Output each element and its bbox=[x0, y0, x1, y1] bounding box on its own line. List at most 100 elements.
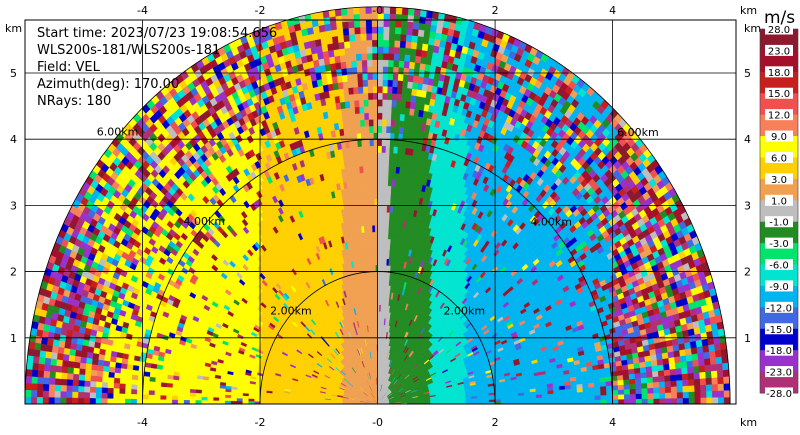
velocity-cell bbox=[710, 363, 718, 372]
velocity-cell bbox=[617, 389, 625, 395]
velocity-cell bbox=[646, 371, 653, 378]
velocity-cell bbox=[606, 389, 613, 396]
velocity-cell bbox=[653, 398, 660, 405]
velocity-cell bbox=[529, 397, 537, 402]
velocity-cell bbox=[419, 62, 426, 71]
velocity-cell bbox=[588, 382, 595, 388]
velocity-cell bbox=[640, 371, 648, 379]
velocity-cell bbox=[419, 9, 427, 18]
velocity-cell bbox=[706, 390, 713, 398]
velocity-cell bbox=[675, 367, 683, 375]
velocity-cell bbox=[716, 362, 724, 371]
velocity-cell bbox=[656, 358, 664, 366]
velocity-cell bbox=[680, 360, 688, 369]
velocity-cell bbox=[635, 382, 642, 390]
velocity-cell bbox=[426, 44, 434, 53]
velocity-cell bbox=[576, 395, 584, 401]
velocity-cell bbox=[700, 384, 707, 392]
velocity-cell bbox=[594, 390, 601, 396]
velocity-cell bbox=[709, 356, 717, 365]
velocity-cell bbox=[711, 383, 719, 392]
velocity-cell bbox=[629, 383, 637, 390]
velocity-cell bbox=[623, 378, 630, 385]
velocity-cell bbox=[694, 391, 701, 399]
velocity-cell bbox=[658, 386, 666, 394]
velocity-cell bbox=[724, 396, 731, 405]
velocity-cell bbox=[684, 347, 693, 356]
velocity-cell bbox=[618, 394, 625, 400]
velocity-cell bbox=[664, 380, 672, 388]
velocity-cell bbox=[699, 371, 707, 379]
velocity-cell bbox=[612, 399, 619, 405]
velocity-cell bbox=[541, 393, 549, 398]
velocity-cell bbox=[723, 389, 731, 398]
velocity-cell bbox=[512, 398, 519, 402]
velocity-cell bbox=[426, 50, 433, 59]
velocity-cell bbox=[415, 48, 422, 57]
velocity-cell bbox=[588, 399, 596, 405]
velocity-cell bbox=[700, 397, 707, 405]
velocity-cell bbox=[629, 388, 637, 395]
velocity-cell bbox=[547, 393, 554, 398]
velocity-cell bbox=[671, 397, 678, 405]
velocity-cell bbox=[664, 386, 672, 393]
velocity-cell bbox=[640, 377, 648, 384]
velocity-cell bbox=[712, 390, 719, 398]
velocity-cell bbox=[682, 385, 690, 393]
velocity-cell bbox=[524, 397, 531, 402]
velocity-cell bbox=[571, 399, 578, 405]
velocity-cell bbox=[713, 342, 722, 351]
velocity-cell bbox=[677, 397, 684, 405]
velocity-cell bbox=[416, 35, 424, 44]
velocity-cell bbox=[559, 392, 566, 398]
velocity-cell bbox=[681, 373, 689, 381]
velocity-cell bbox=[414, 55, 422, 64]
velocity-cell bbox=[699, 377, 707, 386]
velocity-cell bbox=[694, 397, 701, 405]
velocity-cell bbox=[429, 24, 437, 33]
velocity-cell bbox=[679, 354, 687, 363]
velocity-cell bbox=[658, 381, 666, 388]
velocity-cell bbox=[693, 378, 701, 386]
velocity-cell bbox=[564, 384, 572, 390]
velocity-cell bbox=[669, 374, 677, 382]
velocity-cell bbox=[665, 397, 672, 405]
velocity-cell bbox=[692, 359, 700, 367]
velocity-cell bbox=[524, 394, 531, 399]
velocity-cell bbox=[641, 387, 648, 394]
velocity-cell bbox=[702, 344, 710, 353]
velocity-cell bbox=[692, 365, 700, 374]
velocity-cell bbox=[721, 355, 729, 364]
velocity-cell bbox=[670, 380, 678, 387]
velocity-cell bbox=[410, 94, 417, 103]
velocity-cell bbox=[718, 396, 725, 405]
velocity-cell bbox=[639, 366, 647, 374]
velocity-cell bbox=[418, 22, 426, 31]
velocity-cell bbox=[641, 393, 649, 400]
velocity-cell bbox=[553, 393, 560, 398]
velocity-cell bbox=[665, 392, 672, 399]
velocity-cell bbox=[430, 17, 439, 27]
velocity-cell bbox=[600, 390, 607, 396]
velocity-cell bbox=[564, 388, 572, 394]
velocity-cell bbox=[588, 390, 596, 396]
velocity-cell bbox=[600, 399, 607, 405]
velocity-cell bbox=[659, 398, 666, 405]
velocity-cell bbox=[688, 397, 696, 405]
velocity-cell bbox=[651, 365, 659, 372]
velocity-cell bbox=[688, 385, 695, 393]
velocity-cell bbox=[641, 398, 649, 405]
velocity-cell bbox=[712, 397, 719, 405]
velocity-cell bbox=[535, 397, 543, 402]
velocity-cell bbox=[553, 400, 560, 405]
velocity-cell bbox=[668, 362, 676, 370]
velocity-cell bbox=[708, 350, 717, 359]
velocity-cell bbox=[565, 392, 572, 397]
velocity-cell bbox=[714, 349, 722, 358]
velocity-cell bbox=[722, 369, 730, 378]
velocity-cell bbox=[682, 397, 690, 405]
velocity-cell bbox=[624, 398, 631, 405]
velocity-cell bbox=[628, 373, 636, 380]
velocity-cell bbox=[687, 378, 695, 386]
velocity-cell bbox=[674, 355, 682, 364]
